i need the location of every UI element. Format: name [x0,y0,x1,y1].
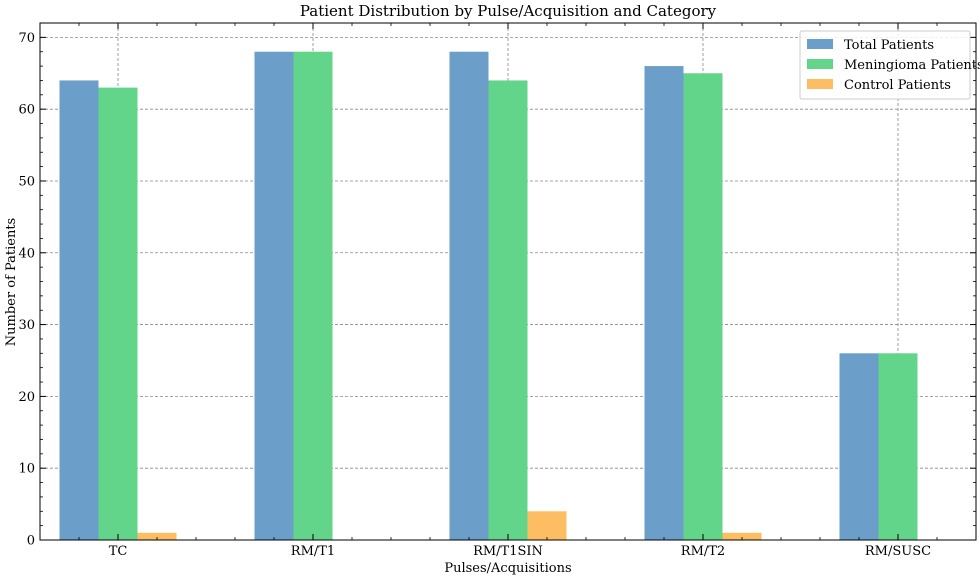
bar-meningioma-patients [293,51,333,540]
legend: Total Patients Meningioma Patients Control… [799,30,980,100]
bar-control-patients [137,532,177,540]
bar-total-patients [254,51,294,540]
y-tick-label: 50 [18,174,35,189]
y-axis-label: Number of Patients [4,218,19,346]
x-tick-label: RM/T2 [681,544,725,559]
bar-control-patients [527,511,567,540]
bar-control-patients [722,532,762,540]
y-tick-label: 40 [18,246,35,261]
bar-meningioma-patients [98,87,138,540]
x-tick-label: RM/T1 [291,544,335,559]
legend-label: Total Patients [844,38,934,53]
chart-title: Patient Distribution by Pulse/Acquisitio… [300,2,717,20]
x-axis-label: Pulses/Acquisitions [444,561,571,576]
bar-meningioma-patients [683,73,723,540]
y-tick-label: 30 [18,318,35,333]
legend-swatch [807,79,833,89]
axis-ticks: 0 10 20 30 40 50 60 70 TC RM/T1 RM/T1SIN RM/T2 RM/SU… [18,23,977,559]
x-tick-label: TC [109,544,128,559]
bar-meningioma-patients [878,353,918,540]
bar-meningioma-patients [488,80,528,540]
legend-swatch [807,39,833,49]
bars [59,51,918,540]
y-tick-label: 20 [18,390,35,405]
bar-total-patients [644,66,684,540]
legend-label: Control Patients [844,78,951,93]
y-tick-label: 0 [27,534,35,549]
y-tick-label: 60 [18,103,35,118]
legend-swatch [807,59,833,69]
bar-total-patients [839,353,879,540]
x-tick-label: RM/SUSC [865,544,931,559]
x-tick-label: RM/T1SIN [473,544,543,559]
legend-label: Meningioma Patients [844,58,980,73]
y-tick-label: 70 [18,31,35,46]
legend-box [799,30,971,100]
y-tick-label: 10 [18,462,35,477]
bar-total-patients [59,80,99,540]
bar-total-patients [449,51,489,540]
